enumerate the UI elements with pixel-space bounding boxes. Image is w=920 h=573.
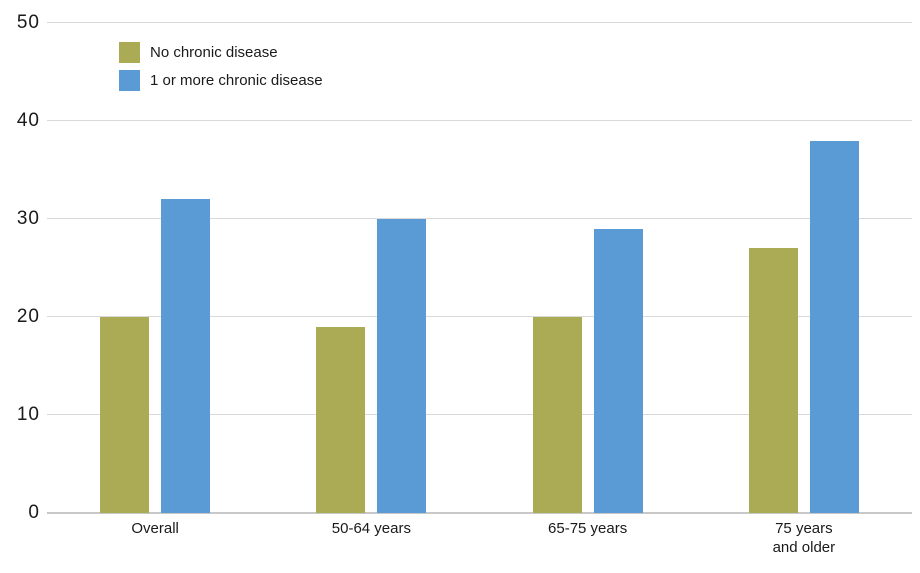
bar-series0-cat3 [748,248,798,513]
y-axis-tick-label: 10 [16,404,40,425]
x-axis-label-1: 50-64 years [331,520,411,537]
legend-swatch-chronic-disease [119,70,140,91]
x-axis-label-0: Overall [131,520,179,537]
legend: No chronic disease 1 or more chronic dis… [119,42,323,91]
x-axis-label-3: 75 years and older [772,520,836,556]
bar-group-2 [480,23,696,513]
legend-item-chronic-disease: 1 or more chronic disease [119,70,323,91]
y-axis-tick-label: 40 [16,110,40,131]
y-axis-tick-label: 0 [28,502,40,523]
legend-swatch-no-chronic-disease [119,42,140,63]
bar-series1-cat2 [593,228,643,513]
y-axis-tick-label: 30 [16,208,40,229]
legend-label-no-chronic-disease: No chronic disease [150,44,278,61]
plot-area [47,22,912,514]
y-axis: 0 10 20 30 40 50 [0,12,40,523]
legend-label-chronic-disease: 1 or more chronic disease [150,72,323,89]
bar-series0-cat2 [532,317,582,513]
gridline [47,120,912,121]
gridlines [47,22,912,514]
gridline [47,218,912,219]
bar-series1-cat1 [377,219,427,513]
bar-group-0 [47,23,263,513]
bar-series0-cat1 [316,326,366,513]
x-axis-line [47,512,912,514]
bar-series1-cat3 [809,140,859,513]
x-axis-label-2: 65-75 years [548,520,628,537]
gridline [47,22,912,23]
gridline [47,316,912,317]
bar-series1-cat0 [161,199,211,513]
y-axis-tick-label: 50 [16,12,40,33]
y-axis-tick-label: 20 [16,306,40,327]
x-axis-labels: Overall 50-64 years 65-75 years 75 years an… [47,520,912,558]
gridline [47,414,912,415]
legend-item-no-chronic-disease: No chronic disease [119,42,323,63]
bar-group-3 [696,23,912,513]
bar-series0-cat0 [100,317,150,513]
bar-group-1 [263,23,479,513]
bar-groups [47,23,912,513]
